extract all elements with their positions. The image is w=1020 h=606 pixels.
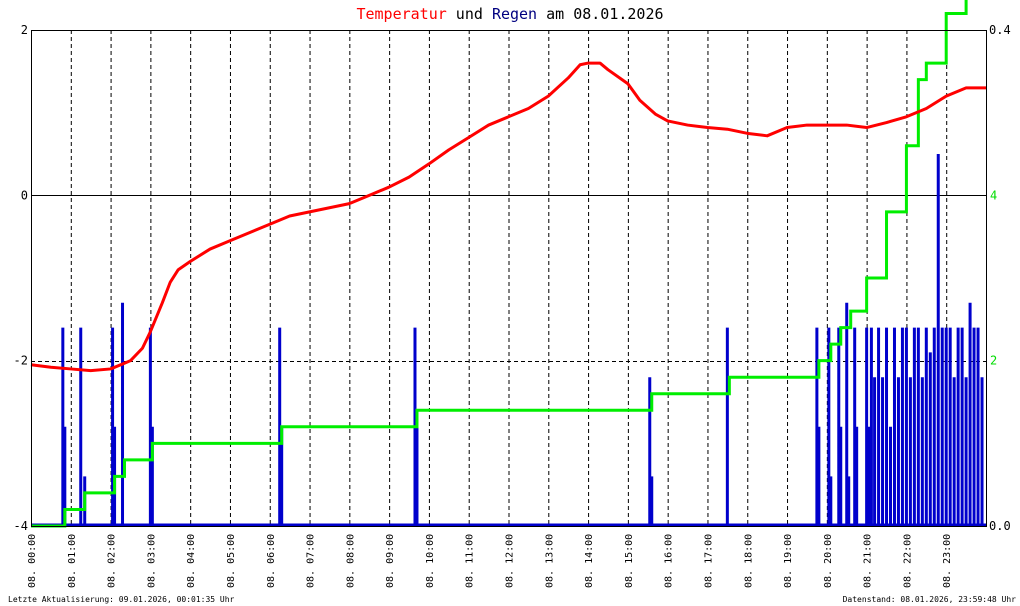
y-right-tick-label: 0.4 — [989, 23, 1011, 37]
x-tick-label: 08. 08:00 — [345, 534, 356, 588]
x-tick-label: 08. 19:00 — [783, 534, 794, 588]
x-tick-label: 08. 00:00 — [27, 534, 38, 588]
x-tick-label: 08. 14:00 — [584, 534, 595, 588]
x-tick-label: 08. 09:00 — [385, 534, 396, 588]
title-regen: Regen — [492, 5, 537, 23]
x-tick-label: 08. 13:00 — [544, 534, 555, 588]
title-und: und — [447, 5, 492, 23]
x-tick-label: 08. 12:00 — [505, 534, 516, 588]
temperature-line — [30, 61, 986, 373]
y-right-cumulative-tick-label: 4 — [990, 188, 997, 202]
x-tick-label: 08. 23:00 — [942, 534, 953, 588]
x-tick-label: 08. 10:00 — [425, 534, 436, 588]
y-left-tick-label: 2 — [21, 23, 28, 37]
chart-title: Temperatur und Regen am 08.01.2026 — [356, 5, 663, 23]
x-tick-label: 08. 16:00 — [664, 534, 675, 588]
x-tick-label: 08. 01:00 — [67, 534, 78, 588]
rain-cumulative-line — [31, 0, 968, 528]
x-tick-label: 08. 04:00 — [186, 534, 197, 588]
x-tick-label: 08. 18:00 — [743, 534, 754, 588]
title-temperatur: Temperatur — [356, 5, 446, 23]
title-date: am 08.01.2026 — [537, 5, 663, 23]
x-tick-label: 08. 17:00 — [703, 534, 714, 588]
plot-frame — [31, 30, 987, 527]
temperature-series — [30, 61, 986, 373]
x-tick-label: 08. 20:00 — [823, 534, 834, 588]
x-tick-label: 08. 07:00 — [306, 534, 317, 588]
x-tick-label: 08. 02:00 — [107, 534, 118, 588]
x-tick-label: 08. 22:00 — [902, 534, 913, 588]
x-tick-label: 08. 21:00 — [863, 534, 874, 588]
y-left-tick-label: -2 — [14, 354, 28, 368]
x-tick-label: 08. 06:00 — [266, 534, 277, 588]
x-tick-label: 08. 11:00 — [465, 534, 476, 588]
x-tick-label: 08. 05:00 — [226, 534, 237, 588]
x-tick-label: 08. 15:00 — [624, 534, 635, 588]
axes: 2 0 -2 -4 0.4 0.0 4 2 08. 00:00 08. 01:00 08. 02:0… — [14, 23, 1011, 588]
y-right-tick-label: 0.0 — [989, 519, 1011, 533]
footer-data-status: Datenstand: 08.01.2026, 23:59:48 Uhr — [843, 595, 1017, 604]
y-left-tick-label: -4 — [14, 519, 28, 533]
y-right-cumulative-tick-label: 2 — [990, 354, 997, 368]
x-tick-label: 08. 03:00 — [146, 534, 157, 588]
y-left-tick-label: 0 — [21, 188, 28, 202]
rain-cumulative-series — [31, 0, 968, 528]
footer-last-update: Letzte Aktualisierung: 09.01.2026, 00:01… — [8, 595, 235, 604]
